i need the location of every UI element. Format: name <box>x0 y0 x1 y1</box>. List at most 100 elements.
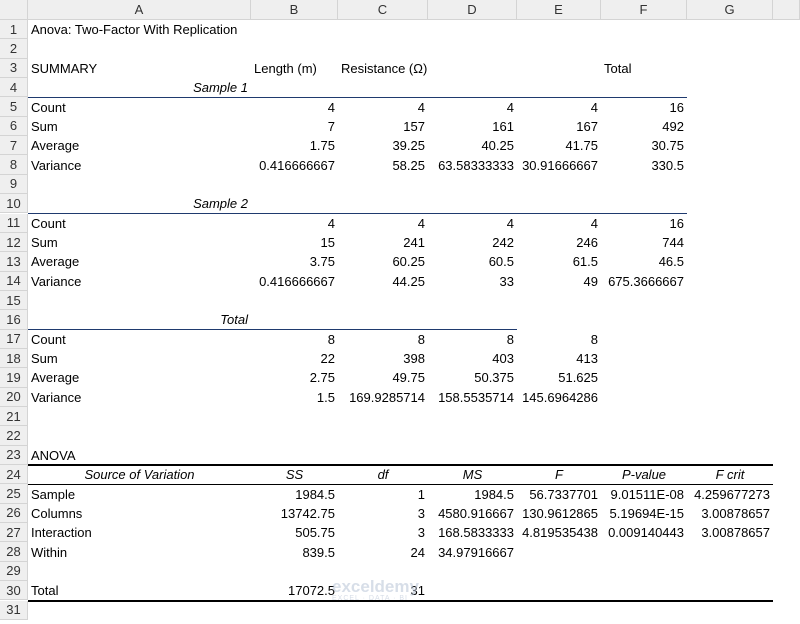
cell[interactable]: 13742.75 <box>280 505 335 521</box>
cell[interactable]: 1984.5 <box>295 486 335 502</box>
cell[interactable]: Variance <box>31 273 82 289</box>
cell[interactable]: 403 <box>492 351 514 367</box>
cell[interactable]: 16 <box>669 99 684 115</box>
cell[interactable]: 22 <box>320 351 335 367</box>
cell[interactable]: 0.009140443 <box>608 525 684 541</box>
cell[interactable]: SS <box>285 467 304 483</box>
cell[interactable]: 3.75 <box>309 254 335 270</box>
cell[interactable]: 130.9612865 <box>522 505 598 521</box>
row-header[interactable]: 31 <box>0 600 28 620</box>
cell[interactable]: Total <box>604 60 632 76</box>
cell[interactable]: 8 <box>327 331 335 347</box>
cell[interactable]: 413 <box>576 351 598 367</box>
cell[interactable]: 4.819535438 <box>522 525 598 541</box>
row-header[interactable]: 27 <box>0 523 28 543</box>
row-header[interactable]: 22 <box>0 426 28 446</box>
cell[interactable]: 30.91666667 <box>522 157 598 173</box>
row-header[interactable]: 1 <box>0 20 28 40</box>
cell[interactable]: 15 <box>320 235 335 251</box>
cell[interactable]: 8 <box>590 331 598 347</box>
cell[interactable]: 17072.5 <box>288 583 335 599</box>
cell[interactable]: 44.25 <box>392 273 425 289</box>
row-header[interactable]: 28 <box>0 542 28 562</box>
cell[interactable]: 398 <box>403 351 425 367</box>
row-header[interactable]: 5 <box>0 97 28 117</box>
cell[interactable]: ANOVA <box>31 447 76 463</box>
cell[interactable]: 51.625 <box>558 370 598 386</box>
row-header[interactable]: 16 <box>0 310 28 330</box>
cell[interactable]: 145.6964286 <box>522 389 598 405</box>
cell[interactable]: Anova: Two-Factor With Replication <box>31 22 238 38</box>
row-header[interactable]: 7 <box>0 136 28 156</box>
cell[interactable]: 50.375 <box>474 370 514 386</box>
cell[interactable]: 246 <box>576 235 598 251</box>
cell[interactable]: 4 <box>506 99 514 115</box>
cell[interactable]: Count <box>31 99 66 115</box>
cell[interactable]: Average <box>31 138 80 154</box>
cell[interactable]: Sum <box>31 118 58 134</box>
row-header[interactable]: 19 <box>0 368 28 388</box>
cell[interactable]: Sum <box>31 235 58 251</box>
cell[interactable]: 4 <box>417 215 425 231</box>
cell[interactable]: 4 <box>506 215 514 231</box>
cell[interactable]: 24 <box>410 544 425 560</box>
row-header[interactable]: 11 <box>0 213 28 233</box>
cell[interactable]: Source of Variation <box>84 467 195 483</box>
cell[interactable]: Average <box>31 370 80 386</box>
cell[interactable]: F <box>555 467 563 483</box>
cell[interactable]: Length (m) <box>254 60 317 76</box>
cell[interactable]: Resistance (Ω) <box>341 60 428 76</box>
cell[interactable]: SUMMARY <box>31 60 98 76</box>
row-header[interactable]: 20 <box>0 387 28 407</box>
row-header[interactable]: 13 <box>0 252 28 272</box>
cell[interactable]: 30.75 <box>651 138 684 154</box>
cell[interactable]: F crit <box>715 467 745 483</box>
cell[interactable]: 46.5 <box>658 254 684 270</box>
cell[interactable]: 61.5 <box>572 254 598 270</box>
cell[interactable]: 58.25 <box>392 157 425 173</box>
cell[interactable]: 4.259677273 <box>694 486 770 502</box>
column-header[interactable]: F <box>601 0 687 20</box>
row-header[interactable]: 24 <box>0 465 28 485</box>
cell[interactable]: 3 <box>417 525 425 541</box>
cell[interactable]: 3 <box>417 505 425 521</box>
cell[interactable]: Sum <box>31 351 58 367</box>
row-header[interactable]: 10 <box>0 194 28 214</box>
row-header[interactable]: 9 <box>0 174 28 195</box>
row-header[interactable]: 30 <box>0 581 28 601</box>
cell[interactable]: Variance <box>31 389 82 405</box>
cell[interactable]: Count <box>31 215 66 231</box>
cell[interactable]: 0.416666667 <box>259 157 335 173</box>
cell[interactable]: Variance <box>31 157 82 173</box>
cell[interactable]: 4580.916667 <box>438 505 514 521</box>
cell[interactable]: 49.75 <box>392 370 425 386</box>
cell[interactable]: Total <box>220 312 248 328</box>
cell[interactable]: 4 <box>417 99 425 115</box>
cell[interactable]: 49 <box>583 273 598 289</box>
cell[interactable]: 242 <box>492 235 514 251</box>
row-header[interactable]: 4 <box>0 78 28 98</box>
cell[interactable]: Count <box>31 331 66 347</box>
column-header[interactable]: A <box>28 0 251 20</box>
cell[interactable]: 505.75 <box>295 525 335 541</box>
cell[interactable]: 157 <box>403 118 425 134</box>
cell[interactable]: 168.5833333 <box>438 525 514 541</box>
cell[interactable]: 4 <box>327 215 335 231</box>
cell[interactable]: 839.5 <box>302 544 335 560</box>
cell[interactable]: 1 <box>417 486 425 502</box>
row-header[interactable]: 8 <box>0 155 28 175</box>
row-header[interactable]: 21 <box>0 407 28 427</box>
cell[interactable]: df <box>377 467 389 483</box>
cell[interactable]: 330.5 <box>651 157 684 173</box>
cell[interactable]: 158.5535714 <box>438 389 514 405</box>
cell[interactable]: 492 <box>662 118 684 134</box>
cell[interactable]: 675.3666667 <box>608 273 684 289</box>
cell[interactable]: 39.25 <box>392 138 425 154</box>
cell[interactable]: 56.7337701 <box>529 486 598 502</box>
cell[interactable]: 60.25 <box>392 254 425 270</box>
column-header[interactable]: B <box>251 0 338 20</box>
cell[interactable]: 16 <box>669 215 684 231</box>
cell[interactable]: 4 <box>590 215 598 231</box>
cell[interactable]: 5.19694E-15 <box>609 505 684 521</box>
cell[interactable]: 8 <box>417 331 425 347</box>
